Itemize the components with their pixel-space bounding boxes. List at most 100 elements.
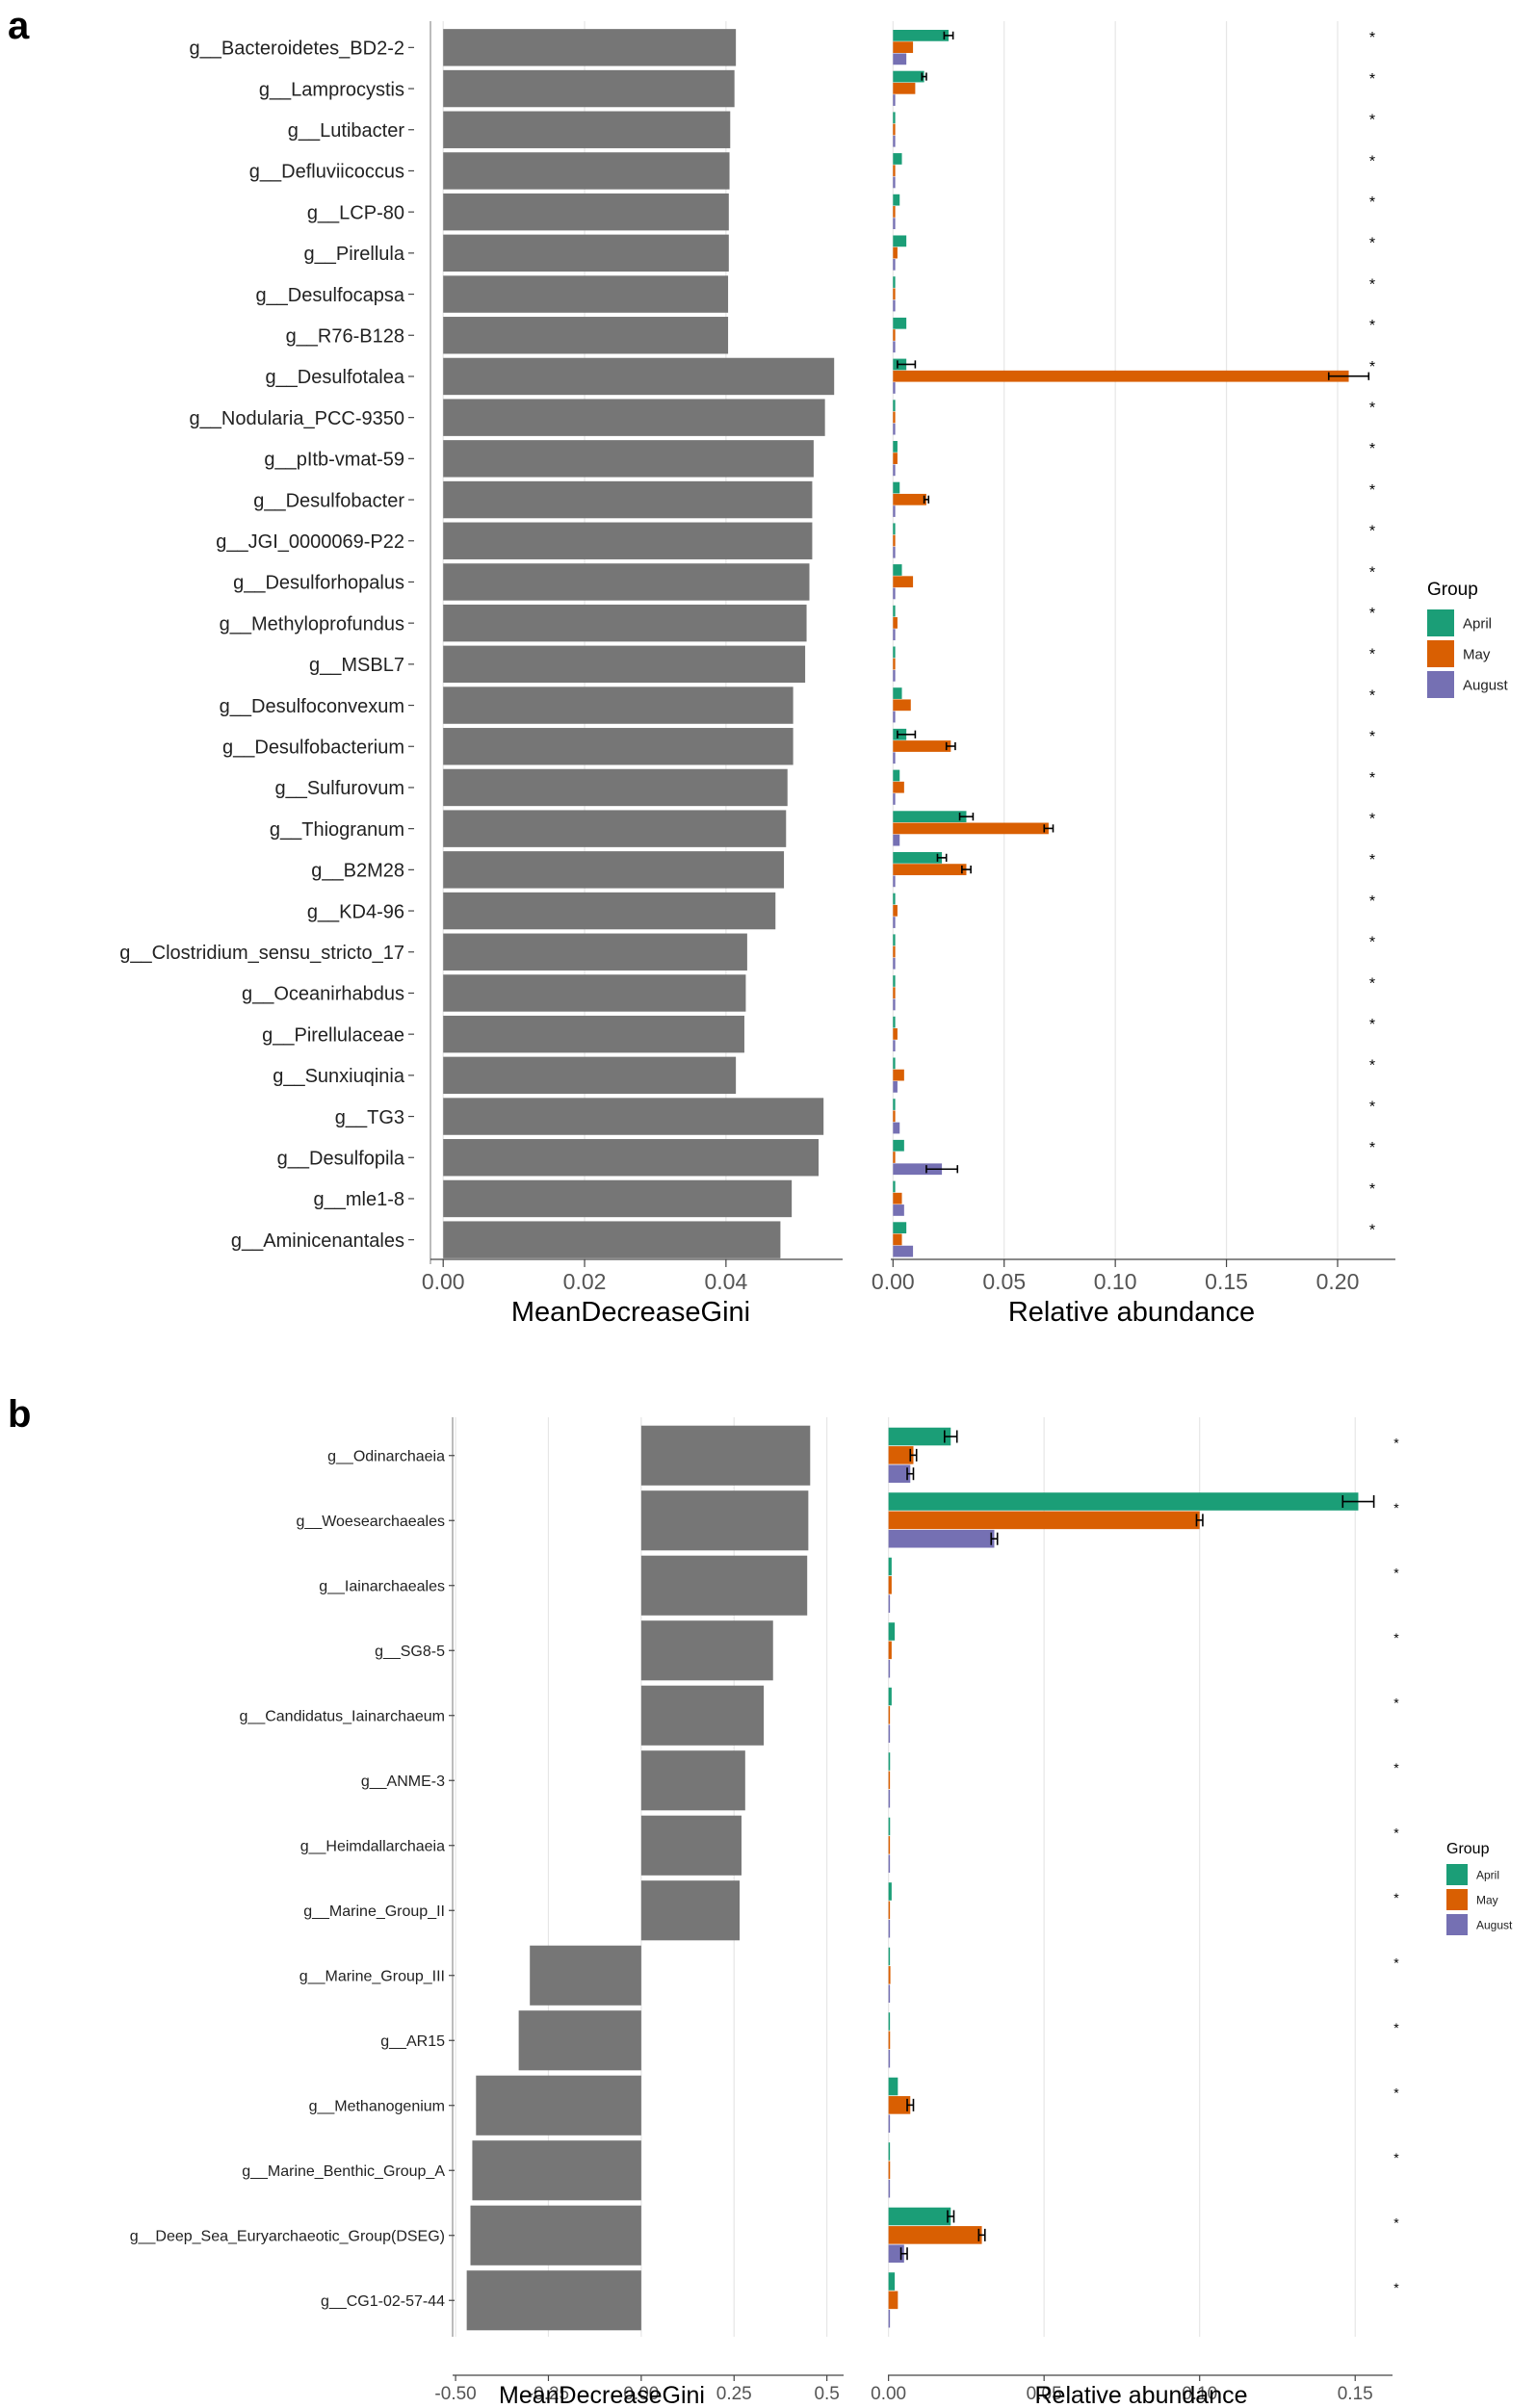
abundance-bar-august <box>893 341 896 353</box>
significance-star: * <box>1393 2085 1399 2101</box>
legend-swatch-april <box>1427 609 1454 636</box>
genus-label: g__Defluviicoccus <box>249 162 404 183</box>
abundance-bar-may <box>893 576 914 588</box>
genus-label: g__Desulfoconvexum <box>220 696 404 717</box>
genus-label: g__Methanogenium <box>309 2099 445 2115</box>
significance-star: * <box>1369 893 1375 910</box>
genus-label: g__Clostridium_sensu_stricto_17 <box>119 943 404 964</box>
abundance-bar-august <box>888 2179 891 2198</box>
panel-letter-a: a <box>8 5 30 47</box>
significance-star: * <box>1369 1017 1375 1033</box>
significance-star: * <box>1369 812 1375 828</box>
significance-star: * <box>1393 2020 1399 2035</box>
gini-tick-label: -0.25 <box>528 2384 569 2404</box>
abundance-bar-april <box>888 1622 896 1641</box>
abundance-bar-april <box>893 70 924 83</box>
abundance-bar-may <box>893 945 896 958</box>
abundance-bar-may <box>888 1511 1200 1530</box>
abundance-bar-april <box>893 893 896 905</box>
abundance-bar-august <box>893 94 896 106</box>
abundance-bar-august <box>893 629 896 641</box>
abundance-bar-april <box>893 1222 907 1234</box>
abundance-bar-may <box>893 411 896 424</box>
significance-star: * <box>1369 1181 1375 1198</box>
gini-bar <box>443 768 788 807</box>
abundance-bar-august <box>888 1984 891 2004</box>
legend: Group April May August <box>1427 580 1509 698</box>
genus-label: g__Desulfocapsa <box>255 285 404 306</box>
genus-label: g__Desulforhopalus <box>233 573 404 594</box>
significance-star: * <box>1369 113 1375 129</box>
genus-label: g__mle1-8 <box>313 1189 404 1210</box>
abundance-bar-april <box>888 2207 951 2226</box>
abundance-bar-may <box>893 987 896 999</box>
abundance-bar-may <box>893 1192 902 1204</box>
gini-bar <box>640 1880 741 1941</box>
abundance-bar-may <box>888 1836 891 1854</box>
genus-label: g__SG8-5 <box>375 1644 445 1660</box>
abundance-bar-may <box>888 2226 982 2244</box>
genus-label: g__Lamprocystis <box>259 79 404 100</box>
significance-star: * <box>1369 935 1375 951</box>
genus-label: g__R76-B128 <box>286 325 404 347</box>
significance-star: * <box>1369 194 1375 211</box>
gini-bar <box>476 2075 641 2136</box>
gini-bar <box>443 69 735 108</box>
significance-star: * <box>1369 1140 1375 1156</box>
gini-bar <box>470 2205 641 2266</box>
abundance-bar-august <box>888 1724 891 1744</box>
significance-star: * <box>1393 1890 1399 1905</box>
abundance-bar-april <box>893 235 907 247</box>
abundance-bar-august <box>893 998 896 1011</box>
abundance-bar-august <box>893 875 896 888</box>
significance-star: * <box>1369 564 1375 581</box>
abundance-bar-april <box>893 317 907 329</box>
abundance-tick-label: 0.05 <box>1027 2384 1062 2404</box>
significance-star: * <box>1393 1760 1399 1775</box>
gini-bar <box>443 604 807 642</box>
gini-bar <box>640 1490 809 1551</box>
abundance-bar-may <box>893 206 896 218</box>
significance-star: * <box>1393 1436 1399 1451</box>
gini-bar <box>443 1179 793 1218</box>
abundance-bar-may <box>888 2031 891 2050</box>
abundance-bar-august <box>893 135 896 147</box>
genus-label: g__TG3 <box>335 1107 404 1128</box>
gini-bar <box>640 1555 808 1616</box>
gini-bar <box>443 563 810 601</box>
abundance-bar-april <box>893 811 967 823</box>
significance-star: * <box>1369 30 1375 46</box>
abundance-bar-april <box>893 605 896 617</box>
abundance-bar-august <box>893 218 896 230</box>
abundance-bar-april <box>888 1752 891 1771</box>
gini-tick-label: 0.25 <box>716 2384 752 2404</box>
gini-bar <box>443 152 730 190</box>
legend-swatch-august <box>1446 1914 1468 1935</box>
abundance-bar-may <box>888 1446 914 1464</box>
significance-star: * <box>1393 1500 1399 1515</box>
abundance-bar-april <box>888 1687 892 1706</box>
genus-label: g__Odinarchaeia <box>327 1449 445 1465</box>
gini-bar <box>640 1425 811 1486</box>
significance-star: * <box>1369 770 1375 787</box>
legend-title: Group <box>1427 580 1478 600</box>
significance-star: * <box>1369 852 1375 868</box>
genus-label: g__ANME-3 <box>361 1774 445 1790</box>
legend-swatch-august <box>1427 671 1454 698</box>
legend-title: Group <box>1446 1841 1490 1857</box>
gini-bar <box>443 810 787 847</box>
gini-bar <box>443 234 729 272</box>
abundance-tick-label: 0.20 <box>1316 1269 1360 1294</box>
abundance-bar-august <box>888 1854 891 1874</box>
gini-tick-label: 0.5 <box>814 2384 839 2404</box>
abundance-bar-august <box>893 711 896 723</box>
abundance-bar-april <box>893 1180 896 1193</box>
significance-star: * <box>1393 1696 1399 1711</box>
gini-tick-label: 0.02 <box>563 1269 607 1294</box>
genus-label: g__Sulfurovum <box>274 778 404 799</box>
significance-star: * <box>1369 687 1375 704</box>
abundance-tick-label: 0.00 <box>871 2384 906 2404</box>
abundance-bar-april <box>893 481 900 494</box>
gini-bar <box>443 933 747 971</box>
gini-plot: g__Bacteroidetes_BD2-2 g__Lamprocystis g__… <box>119 21 843 1328</box>
